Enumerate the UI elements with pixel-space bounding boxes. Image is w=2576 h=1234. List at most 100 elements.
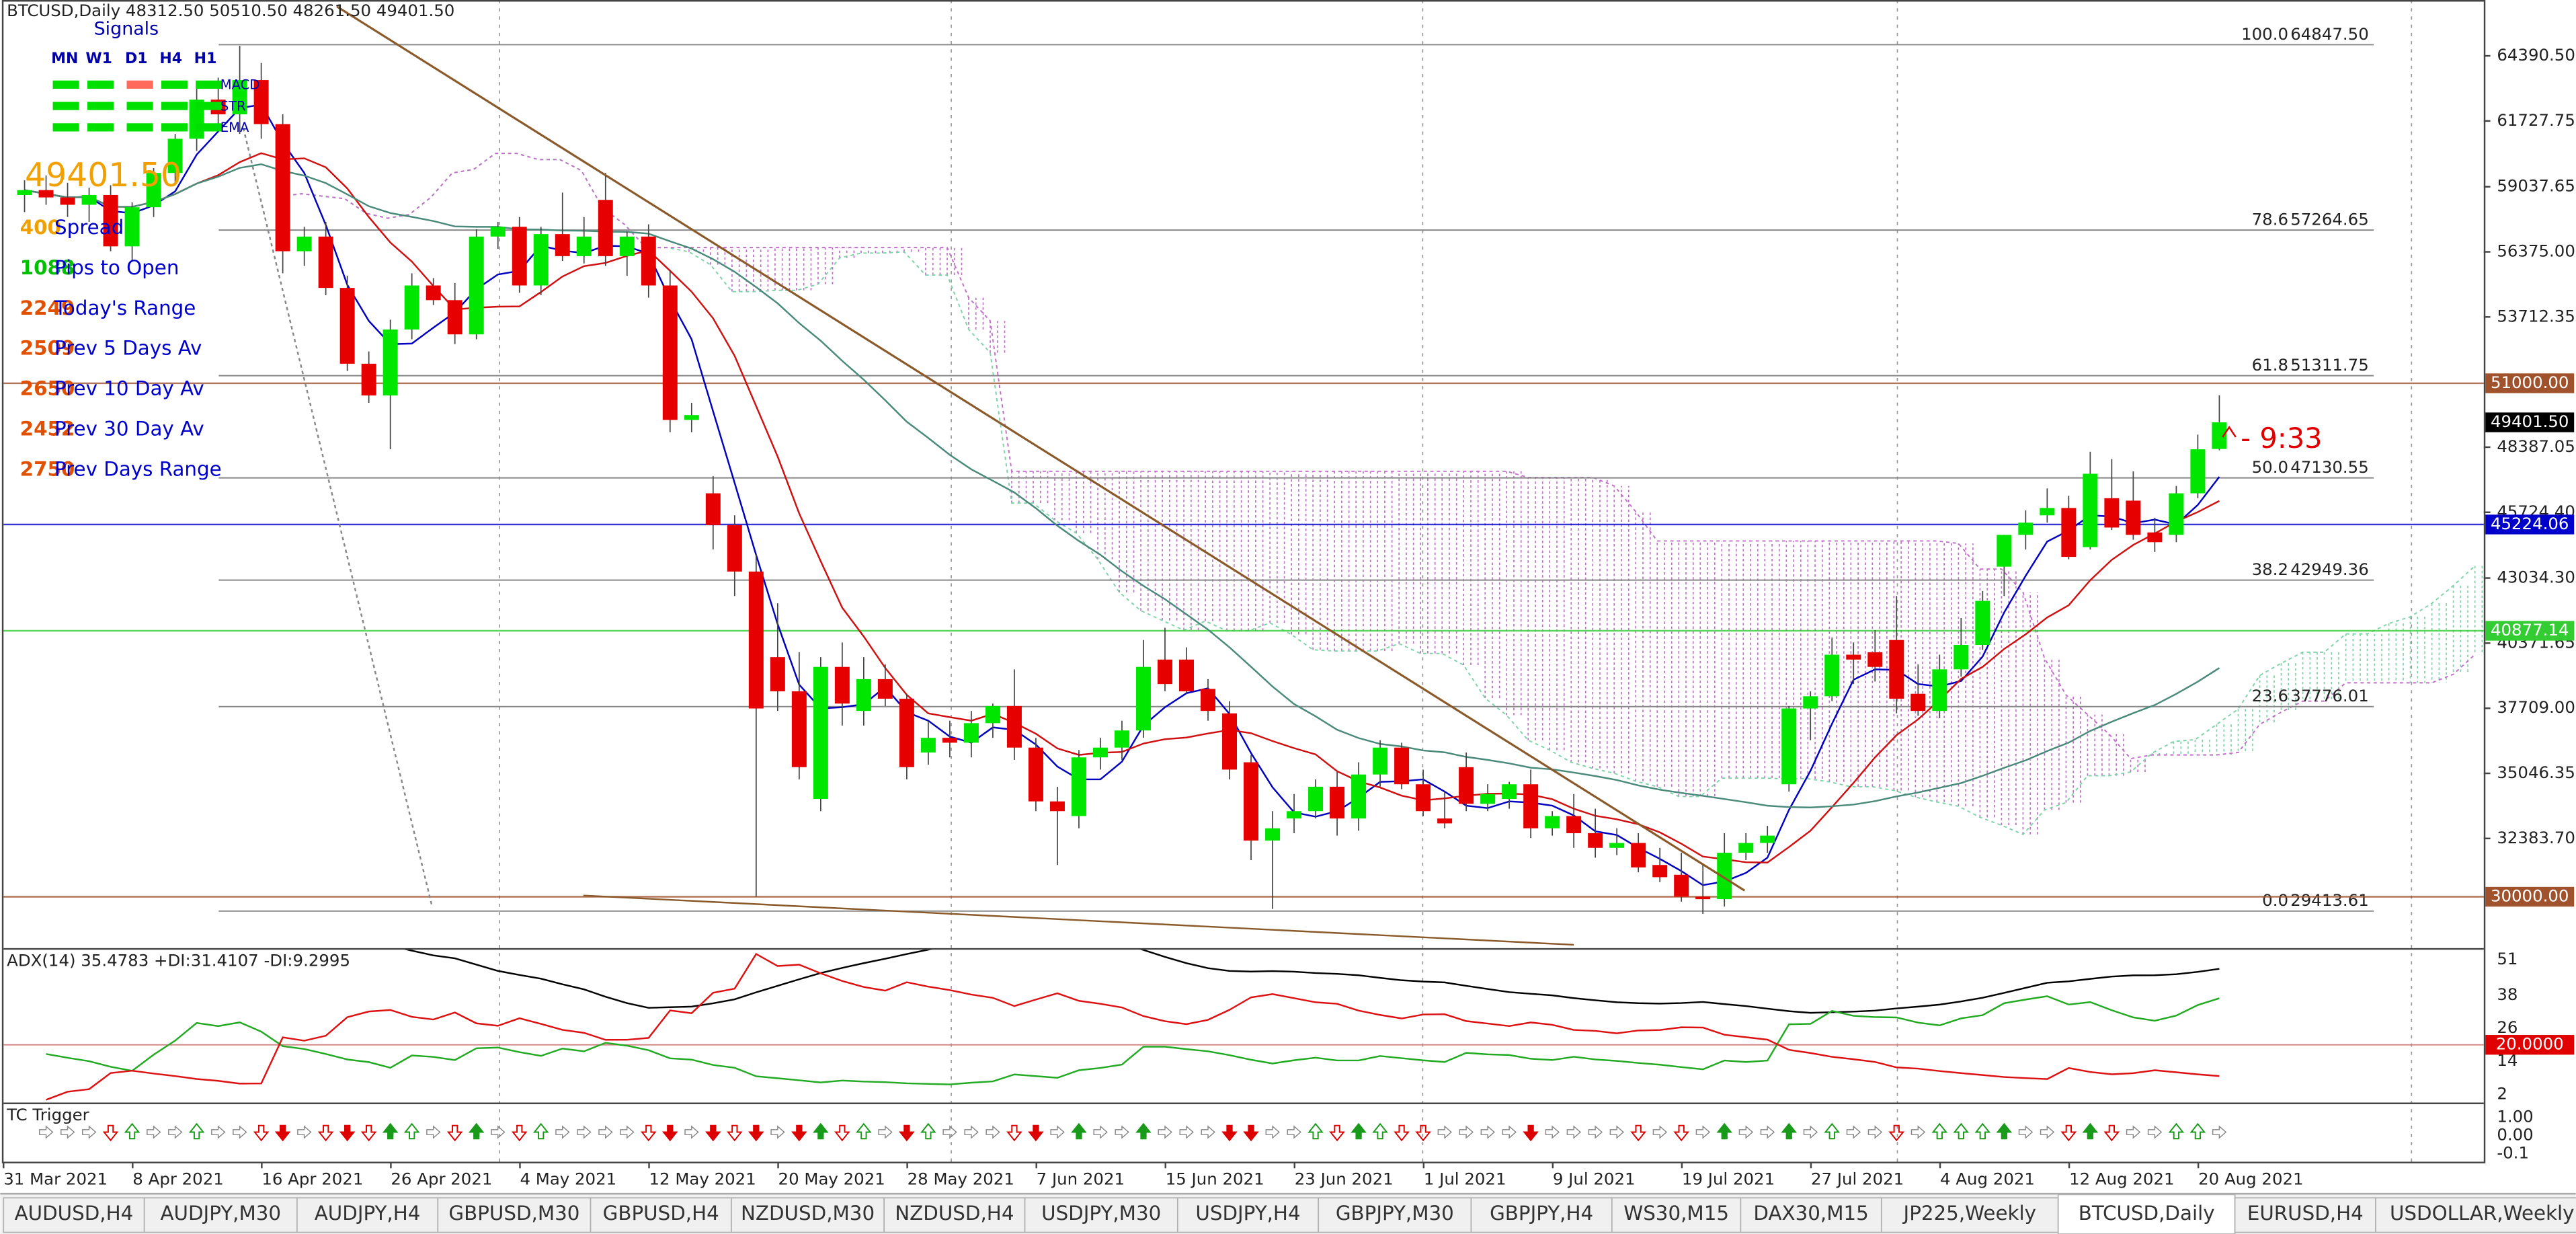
tab-label[interactable]: WS30,M15 [1623,1202,1729,1225]
trigger-up [856,1122,872,1140]
candle-body [1480,794,1496,804]
candle-body [1695,896,1711,900]
candle-body [2061,508,2077,557]
info-label: Pips to Open [54,256,179,279]
candle-body [361,363,376,396]
trigger-down [2103,1124,2120,1142]
trigger-neutral [1437,1125,1452,1139]
candle-body [1738,843,1754,853]
trigger-up [1974,1122,1991,1140]
tab-label[interactable]: GBPUSD,M30 [448,1202,579,1225]
tab[interactable] [1470,1197,1613,1233]
tab-label[interactable]: JP225,Weekly [1902,1202,2036,1225]
level-label: 45224.06 [2491,514,2569,533]
tab[interactable] [1176,1197,1320,1233]
candle-body [2104,498,2120,528]
trigger-up [1996,1122,2013,1140]
candle-body [1437,818,1453,824]
candle-body [727,525,742,572]
trigger-down [791,1124,807,1142]
candle-body [2169,493,2184,535]
tab[interactable] [883,1197,1026,1233]
candle-body [1092,747,1108,758]
tab[interactable] [296,1197,439,1233]
tab-label[interactable]: NZDUSD,M30 [741,1202,875,1225]
level-box [2485,412,2575,432]
trigger-neutral [1803,1125,1818,1139]
tab-label[interactable]: DAX30,M15 [1753,1202,1868,1225]
trigger-neutral [1201,1125,1215,1139]
tab-label[interactable]: NZDUSD,H4 [895,1202,1014,1225]
trigger-down [1630,1124,1646,1142]
fib-price: 42949.36 [2290,560,2369,579]
trigger-neutral [1695,1125,1711,1139]
tab[interactable] [2057,1194,2236,1234]
candle-body [684,415,699,420]
trigger-neutral [2126,1125,2141,1139]
tab[interactable] [3,1197,145,1233]
x-tick-label: 12 May 2021 [649,1169,756,1188]
candle-body [1846,654,1861,660]
tab-label[interactable]: GBPJPY,H4 [1490,1202,1593,1225]
trigger-down [1673,1124,1690,1142]
tab-label[interactable]: AUDUSD,H4 [15,1202,134,1225]
trigger-neutral [1588,1125,1603,1139]
axes: 64390.50 61727.75 59037.65 56375.00 53712.35… [3,45,2575,1188]
tab[interactable] [590,1197,732,1233]
candle-body [1910,693,1926,711]
adx-tick-label: 38 [2497,985,2518,1004]
trigger-neutral [39,1125,54,1139]
info-value: 2452 [20,417,75,440]
candle-body [619,236,635,256]
candle-body [2190,449,2206,494]
signal-name: EMA [220,120,249,135]
tab[interactable] [1740,1197,1882,1233]
trigger-neutral [297,1125,312,1139]
candle-body [1975,601,1990,645]
candle-body [1674,874,1689,897]
candle-body [146,173,161,208]
tab-label[interactable]: GBPJPY,M30 [1336,1202,1454,1225]
tab-label[interactable]: AUDJPY,M30 [160,1202,281,1225]
tab-label[interactable]: EURUSD,H4 [2247,1202,2364,1225]
trigger-down [1888,1124,1905,1142]
level-label: 49401.50 [2491,412,2569,431]
fibonacci: 100.0 64847.50 78.6 57264.65 61.8 51311.75 50.… [218,24,2374,912]
candle-body [576,236,592,256]
tab[interactable] [1880,1197,2059,1233]
trigger-neutral [1760,1125,1775,1139]
tab-label[interactable]: BTCUSD,Daily [2079,1202,2215,1225]
trigger-neutral [1652,1125,1668,1139]
candle-body [1889,640,1904,699]
candle-body [1222,713,1238,770]
tab[interactable] [2375,1197,2576,1233]
candle-body [1781,708,1797,785]
tab-label[interactable]: AUDJPY,H4 [315,1202,421,1225]
tab-label[interactable]: USDOLLAR,Weekly [2390,1202,2575,1225]
tab-label[interactable]: USDJPY,M30 [1041,1202,1161,1225]
trigger-up [1953,1122,1970,1140]
tab[interactable] [2234,1197,2376,1233]
tab[interactable] [1024,1197,1178,1233]
tab-label[interactable]: USDJPY,H4 [1195,1202,1300,1225]
x-tick-label: 28 May 2021 [908,1169,1014,1188]
signal-box [196,102,223,110]
tab-label[interactable]: GBPUSD,H4 [603,1202,719,1225]
candle-body [339,288,355,364]
candle-body [512,227,527,286]
info-value: 400 [20,216,61,239]
signal-box [52,123,79,132]
candle-body [2040,508,2055,516]
tab[interactable] [1318,1197,1472,1233]
x-tick-label: 26 Apr 2021 [391,1169,492,1188]
tab[interactable] [1611,1197,1742,1233]
tab[interactable] [731,1197,885,1233]
candle-body [533,234,549,286]
x-tick-label: 27 Jul 2021 [1811,1169,1904,1188]
trigger-neutral [1459,1125,1474,1139]
adx-tick-label: 26 [2497,1017,2518,1037]
candle-body [1523,784,1539,828]
trigger-down [446,1124,463,1142]
